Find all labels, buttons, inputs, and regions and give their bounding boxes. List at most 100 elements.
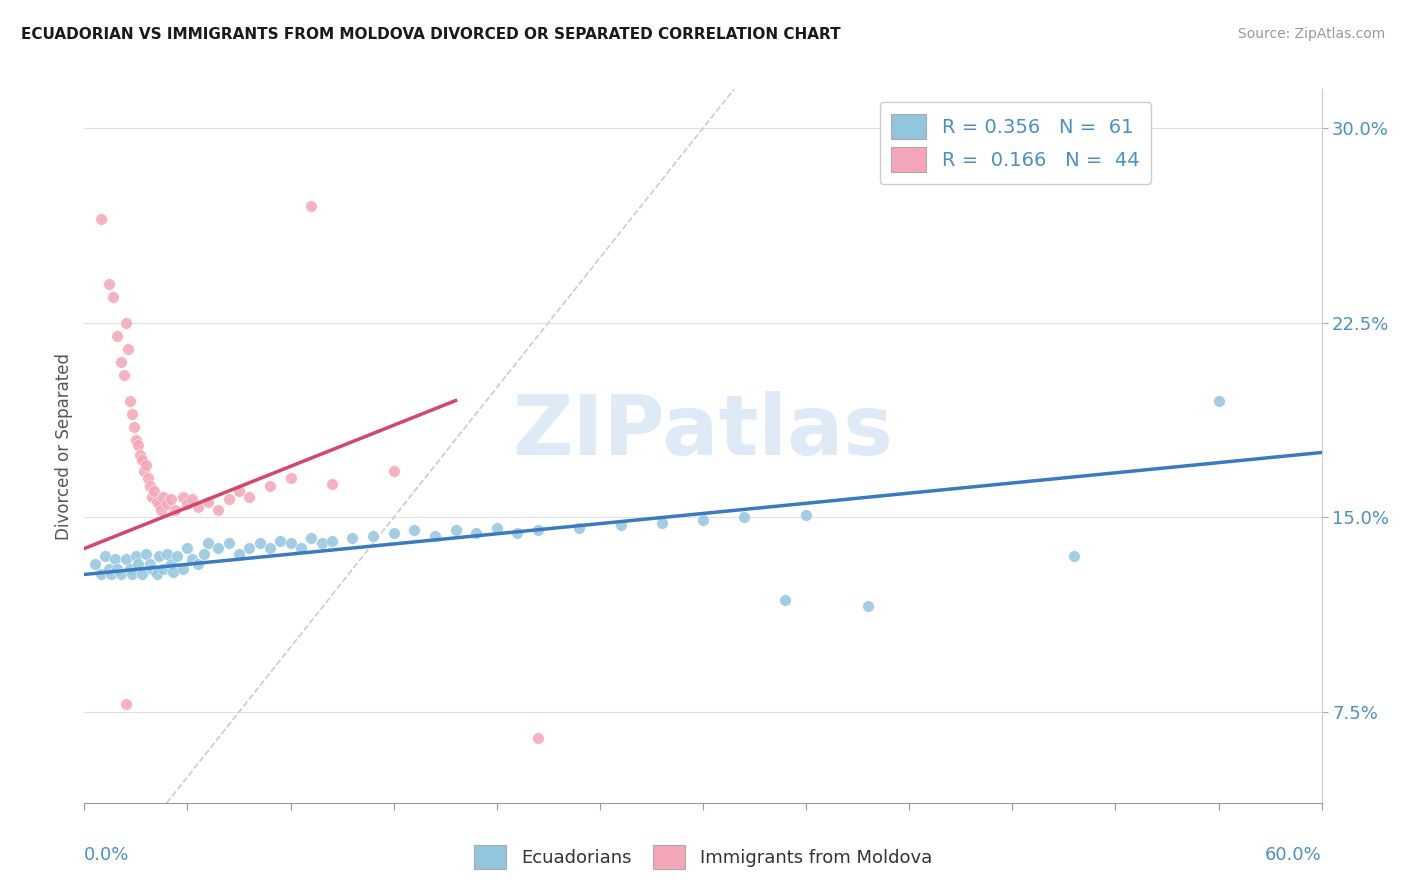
Point <box>139 557 162 571</box>
Legend: Ecuadorians, Immigrants from Moldova: Ecuadorians, Immigrants from Moldova <box>467 838 939 876</box>
Point <box>176 541 198 556</box>
Point <box>176 497 198 511</box>
Point <box>131 567 153 582</box>
Point <box>125 433 148 447</box>
Point <box>117 342 139 356</box>
Point <box>207 502 229 516</box>
Point <box>238 541 260 556</box>
Point <box>228 547 250 561</box>
Point <box>465 525 488 540</box>
Point <box>127 438 149 452</box>
Point <box>105 328 128 343</box>
Point <box>187 500 209 514</box>
Point <box>609 518 631 533</box>
Point <box>423 528 446 542</box>
Point <box>165 502 187 516</box>
Point <box>238 490 260 504</box>
Point <box>110 567 132 582</box>
Point <box>136 471 159 485</box>
Point <box>156 497 179 511</box>
Point <box>444 524 467 538</box>
Point <box>135 547 157 561</box>
Point <box>299 199 322 213</box>
Point <box>162 565 184 579</box>
Point <box>290 541 312 556</box>
Point <box>118 393 141 408</box>
Text: Source: ZipAtlas.com: Source: ZipAtlas.com <box>1237 27 1385 41</box>
Point <box>94 549 117 564</box>
Point <box>404 524 426 538</box>
Point <box>172 562 194 576</box>
Point <box>141 562 163 576</box>
Point <box>90 567 112 582</box>
Point <box>249 536 271 550</box>
Point <box>187 557 209 571</box>
Point <box>692 513 714 527</box>
Point <box>228 484 250 499</box>
Point <box>259 479 281 493</box>
Point <box>134 464 156 478</box>
Point <box>775 593 797 607</box>
Point <box>1063 549 1085 564</box>
Point <box>160 557 183 571</box>
Point <box>321 476 343 491</box>
Point <box>122 419 145 434</box>
Point <box>98 562 121 576</box>
Point <box>172 490 194 504</box>
Point <box>129 448 152 462</box>
Point <box>160 492 183 507</box>
Point <box>152 490 174 504</box>
Y-axis label: Divorced or Separated: Divorced or Separated <box>55 352 73 540</box>
Point <box>114 316 136 330</box>
Point <box>207 541 229 556</box>
Point <box>382 464 405 478</box>
Point <box>110 354 132 368</box>
Point <box>114 697 136 711</box>
Point <box>156 547 179 561</box>
Point <box>733 510 755 524</box>
Point <box>568 521 591 535</box>
Point <box>485 521 508 535</box>
Point <box>148 549 170 564</box>
Point <box>1208 393 1230 408</box>
Point <box>148 497 170 511</box>
Point <box>131 453 153 467</box>
Point <box>104 552 127 566</box>
Point <box>98 277 121 291</box>
Point <box>166 549 188 564</box>
Point <box>112 368 135 382</box>
Point <box>149 502 172 516</box>
Point <box>269 533 291 548</box>
Point <box>141 490 163 504</box>
Point <box>118 562 141 576</box>
Point <box>794 508 817 522</box>
Point <box>527 731 550 745</box>
Point <box>127 557 149 571</box>
Point <box>321 533 343 548</box>
Point <box>280 471 302 485</box>
Point <box>506 525 529 540</box>
Point <box>114 552 136 566</box>
Point <box>103 290 125 304</box>
Point <box>361 528 384 542</box>
Point <box>197 495 219 509</box>
Point <box>145 567 167 582</box>
Point <box>218 492 240 507</box>
Point <box>90 211 112 226</box>
Point <box>83 557 105 571</box>
Point <box>100 567 122 582</box>
Text: 0.0%: 0.0% <box>84 846 129 863</box>
Point <box>121 567 143 582</box>
Point <box>139 479 162 493</box>
Point <box>280 536 302 550</box>
Point <box>180 492 202 507</box>
Point <box>197 536 219 550</box>
Text: 60.0%: 60.0% <box>1265 846 1322 863</box>
Point <box>382 525 405 540</box>
Point <box>527 524 550 538</box>
Point <box>651 516 673 530</box>
Point <box>259 541 281 556</box>
Text: ZIPatlas: ZIPatlas <box>513 392 893 472</box>
Point <box>125 549 148 564</box>
Point <box>152 562 174 576</box>
